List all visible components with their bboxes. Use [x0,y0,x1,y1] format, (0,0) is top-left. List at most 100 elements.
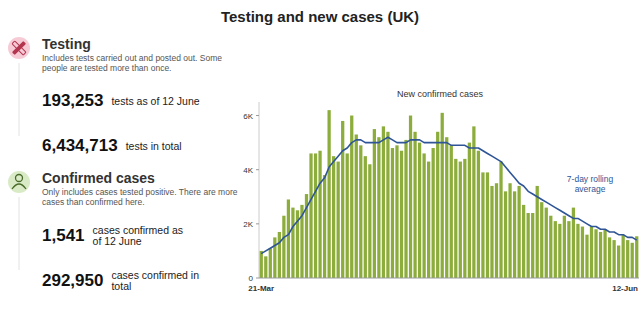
panel-note: Only includes cases tested positive. The… [42,187,242,207]
x-tick-label: 21-Mar [248,284,274,293]
line [261,137,636,253]
x-axis-line [259,278,639,279]
bar [635,236,638,278]
panel-note: Includes tests carried out and posted ou… [42,53,242,73]
icon-body [12,184,26,189]
icon-swab [12,41,26,55]
bar [436,132,439,278]
bar [499,162,502,278]
bar [463,159,466,278]
stat-row: 6,434,713tests in total [42,136,182,156]
bar [427,162,430,278]
bar [400,151,403,278]
bar [413,132,416,278]
bar [549,216,552,278]
stat-row: 292,950 cases confirmed in total [42,270,206,292]
bar [608,237,611,278]
line-label-part: average [575,184,606,194]
panel-heading: Confirmed cases [42,170,155,186]
line-label-part: 7-day rolling [567,174,614,184]
bar [617,246,620,278]
bar [622,235,625,278]
bar [612,240,615,278]
bar [395,145,398,278]
bar [599,232,602,278]
panel-icon [8,37,30,59]
y-tick-label: 2K [243,220,253,229]
bar [472,126,475,278]
bar [517,186,520,278]
page-title: Testing and new cases (UK) [221,8,419,25]
bar [404,140,407,278]
bar [531,213,534,278]
bar [626,240,629,278]
bar [323,175,326,278]
stat-row: 193,253 tests as of 12 June [42,91,200,111]
line-label: 7-day rollingaverage [567,174,614,194]
bar [422,153,425,278]
bar [508,183,511,278]
stat-value: 193,253 [42,91,103,111]
bar [337,162,340,278]
bar [441,113,444,278]
bar [468,143,471,278]
bar [513,191,516,278]
bar [581,227,584,278]
chart-title: New confirmed cases [397,89,484,99]
bar [278,232,281,278]
y-tick-label: 4K [243,166,253,175]
bar [450,145,453,278]
panel-rule [19,63,20,136]
y-tick [256,115,259,116]
bar [391,148,394,278]
bar [282,216,285,278]
bar [477,151,480,278]
bar [490,186,493,278]
stat-value: 1,541 [42,226,85,246]
bar [260,251,263,278]
icon-circle [8,171,30,193]
stat-label: cases confirmed as of 12 June [93,225,188,247]
bar [540,202,543,278]
bar [291,208,294,278]
panel-icon [8,171,30,193]
bar [486,172,489,278]
bar [504,191,507,278]
bar [522,205,525,278]
y-tick-label: 6K [243,112,253,121]
bar [359,145,362,278]
bar [454,159,457,278]
bar [368,164,371,278]
bar [432,148,435,278]
y-tick [256,223,259,224]
bar [355,134,358,278]
panel-rule [19,197,20,270]
icon-head [16,175,23,182]
page-canvas: Testing and new cases (UK) New confirmed … [0,0,640,317]
stat-label: cases confirmed in total [111,270,206,292]
bar [594,229,597,278]
stat-label: tests as of 12 June [111,96,199,107]
stat-value: 292,950 [42,271,103,291]
bar [603,229,606,278]
bar [269,248,272,278]
bar [567,221,570,278]
y-tick [256,278,259,279]
y-tick [256,169,259,170]
bar [341,121,344,278]
bar [545,208,548,278]
bar [309,153,312,278]
stat-value: 6,434,713 [42,136,118,156]
y-tick-label: 0 [249,274,254,283]
bar [364,156,367,278]
icon-circle [8,37,30,59]
bar [495,183,498,278]
bar [350,116,353,278]
bar [585,235,588,278]
panel-heading: Testing [42,36,91,52]
bar [377,137,380,278]
bar [346,153,349,278]
bar [631,243,634,278]
bar [332,156,335,278]
plot-area [260,110,639,278]
